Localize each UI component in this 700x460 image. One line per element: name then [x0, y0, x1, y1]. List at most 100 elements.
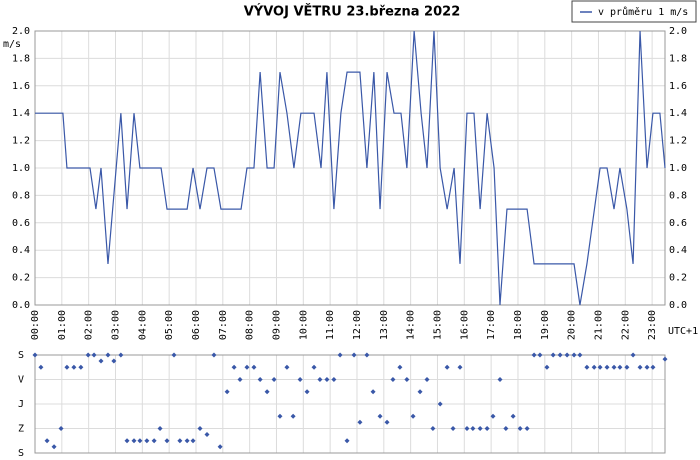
direction-point — [98, 358, 104, 364]
direction-point — [357, 419, 363, 425]
y-tick-label-right: 1.8 — [669, 53, 687, 64]
y-tick-label-right: 0.6 — [669, 218, 687, 229]
legend-label: v průměru 1 m/s — [598, 6, 688, 18]
direction-point — [51, 444, 57, 450]
x-tick-label: 21:00 — [593, 310, 604, 340]
y-tick-label-right: 0.2 — [669, 273, 687, 284]
y-tick-label: Z — [18, 424, 24, 435]
direction-point — [377, 413, 383, 419]
direction-point — [424, 377, 430, 382]
direction-point — [184, 438, 190, 444]
direction-point — [490, 413, 496, 419]
x-tick-label: 07:00 — [218, 310, 229, 340]
direction-point — [564, 352, 570, 358]
x-tick-label: 18:00 — [513, 310, 524, 340]
direction-point — [637, 364, 643, 370]
x-tick-label: 15:00 — [432, 310, 443, 340]
y-tick-label-right: 1.0 — [669, 163, 687, 174]
y-axis-label: m/s — [3, 39, 21, 50]
direction-point — [484, 426, 490, 431]
direction-point — [237, 377, 243, 382]
x-tick-label: 02:00 — [84, 310, 95, 340]
direction-point — [344, 438, 350, 444]
direction-point — [537, 352, 543, 358]
y-tick-label: J — [18, 399, 24, 410]
y-tick-label: 1.6 — [12, 81, 30, 92]
direction-point — [91, 352, 97, 358]
x-tick-label: 10:00 — [298, 310, 309, 340]
direction-point — [364, 352, 370, 358]
direction-point — [444, 364, 450, 370]
direction-point — [317, 377, 323, 382]
direction-point — [131, 438, 137, 444]
y-tick-label: 1.0 — [12, 163, 30, 174]
direction-point — [337, 352, 343, 358]
direction-point — [257, 377, 263, 382]
direction-point — [111, 358, 117, 364]
direction-point — [604, 364, 610, 370]
x-tick-label: 17:00 — [486, 310, 497, 340]
direction-point — [137, 438, 143, 444]
direction-point — [351, 352, 357, 358]
data-line — [35, 30, 666, 306]
x-tick-label: 14:00 — [406, 310, 417, 340]
x-tick-label: 19:00 — [540, 310, 551, 340]
x-tick-label: 04:00 — [137, 310, 148, 340]
direction-point — [464, 426, 470, 431]
direction-point — [64, 364, 70, 370]
y-tick-label: S — [18, 448, 24, 459]
direction-point — [397, 364, 403, 370]
y-tick-label: 1.8 — [12, 53, 30, 64]
direction-point — [44, 438, 50, 444]
direction-point — [211, 352, 217, 358]
direction-point — [58, 426, 64, 431]
direction-point — [177, 438, 183, 444]
direction-point — [164, 438, 170, 444]
direction-point — [584, 364, 590, 370]
direction-point — [251, 364, 257, 370]
direction-point — [171, 352, 177, 358]
y-tick-label-right: 2.0 — [669, 26, 687, 37]
direction-point — [264, 389, 270, 395]
direction-point — [157, 426, 163, 431]
direction-point — [204, 431, 210, 437]
y-tick-label: 0.6 — [12, 218, 30, 229]
direction-point — [277, 413, 283, 419]
direction-point — [217, 444, 223, 450]
direction-point — [197, 426, 203, 431]
direction-point — [470, 426, 476, 431]
y-tick-label-right: 1.6 — [669, 81, 687, 92]
x-tick-label: 20:00 — [567, 310, 578, 340]
direction-point — [617, 364, 623, 370]
direction-point — [404, 377, 410, 382]
x-tick-label: 23:00 — [647, 310, 658, 340]
direction-point — [390, 377, 396, 382]
direction-point — [611, 364, 617, 370]
plot-frame — [34, 354, 666, 454]
y-tick-label: 0.4 — [12, 245, 30, 256]
direction-point — [231, 364, 237, 370]
direction-point — [591, 364, 597, 370]
direction-point — [457, 364, 463, 370]
x-tick-label: 03:00 — [110, 310, 121, 340]
direction-point — [550, 352, 556, 358]
direction-point — [78, 364, 84, 370]
x-tick-label: 05:00 — [164, 310, 175, 340]
direction-point — [190, 438, 196, 444]
y-tick-label: 0.8 — [12, 190, 30, 201]
x-tick-label: 08:00 — [245, 310, 256, 340]
direction-point — [144, 438, 150, 444]
x-tick-label: 13:00 — [379, 310, 390, 340]
direction-point — [497, 377, 503, 382]
y-tick-label-right: 1.4 — [669, 108, 687, 119]
y-tick-label: 1.2 — [12, 136, 30, 147]
direction-point — [531, 352, 537, 358]
y-tick-label-right: 0.0 — [669, 300, 687, 311]
direction-point — [417, 389, 423, 395]
x-tick-label: 01:00 — [57, 310, 68, 340]
y-tick-label: 0.2 — [12, 273, 30, 284]
direction-point — [105, 352, 111, 358]
direction-point — [624, 364, 630, 370]
y-tick-label-right: 0.4 — [669, 245, 687, 256]
